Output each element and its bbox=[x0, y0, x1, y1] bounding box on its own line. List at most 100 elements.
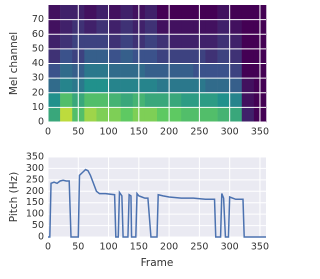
x-tick-label: 0 bbox=[45, 127, 51, 138]
heatmap-cell bbox=[120, 34, 134, 50]
heatmap-cell bbox=[241, 78, 255, 94]
heatmap-cell bbox=[229, 48, 243, 64]
y-tick-label: 40 bbox=[32, 58, 44, 69]
heatmap-cell bbox=[169, 78, 182, 94]
heatmap-cell bbox=[48, 107, 61, 123]
y-axis-label: Mel channel bbox=[8, 32, 20, 95]
x-axis-label: Frame bbox=[141, 257, 174, 269]
heatmap-cell bbox=[96, 107, 109, 123]
heatmap-cell bbox=[60, 34, 73, 50]
heatmap-cell bbox=[229, 34, 243, 50]
x-tick-label: 150 bbox=[130, 242, 148, 253]
y-tick-label: 0 bbox=[38, 232, 44, 243]
heatmap-cell bbox=[205, 34, 218, 50]
x-tick-label: 300 bbox=[221, 127, 239, 138]
heatmap-cell bbox=[60, 107, 73, 123]
heatmap-cell bbox=[241, 107, 255, 123]
heatmap-cell bbox=[144, 5, 158, 20]
x-tick-label: 200 bbox=[160, 242, 178, 253]
heatmap-cell bbox=[169, 19, 182, 35]
heatmap-cell bbox=[144, 19, 158, 35]
heatmap-cell bbox=[229, 63, 243, 79]
x-tick-label: 100 bbox=[99, 242, 117, 253]
heatmap-cell bbox=[217, 92, 230, 108]
y-tick-label: 150 bbox=[26, 197, 44, 208]
heatmap-cell bbox=[157, 107, 170, 123]
heatmap-cell bbox=[169, 107, 182, 123]
heatmap-cell bbox=[96, 34, 109, 50]
heatmap-cell bbox=[157, 34, 170, 50]
heatmap-cell bbox=[120, 48, 134, 64]
heatmap-cell bbox=[181, 48, 194, 64]
heatmap-cell bbox=[217, 34, 230, 50]
heatmap-cell bbox=[217, 78, 230, 94]
y-tick-label: 250 bbox=[26, 174, 44, 185]
heatmap-cell bbox=[241, 5, 255, 20]
heatmap-cell bbox=[181, 107, 194, 123]
heatmap-cell bbox=[181, 78, 194, 94]
y-tick-label: 0 bbox=[38, 117, 44, 128]
heatmap-cell bbox=[84, 5, 97, 20]
heatmap-cell bbox=[181, 34, 194, 50]
heatmap-cell bbox=[157, 5, 170, 20]
heatmap-cell bbox=[229, 19, 243, 35]
heatmap-cell bbox=[157, 19, 170, 35]
heatmap-cell bbox=[84, 48, 97, 64]
heatmap-cell bbox=[144, 48, 158, 64]
heatmap-cell bbox=[205, 92, 218, 108]
x-tick-label: 50 bbox=[72, 242, 84, 253]
heatmap-cell bbox=[96, 48, 109, 64]
heatmap-cell bbox=[229, 5, 243, 20]
heatmap-cell bbox=[108, 107, 121, 123]
heatmap-cell bbox=[96, 78, 109, 94]
heatmap-cell bbox=[108, 48, 121, 64]
heatmap-cell bbox=[144, 63, 158, 79]
x-tick-label: 150 bbox=[130, 127, 148, 138]
heatmap-cell bbox=[108, 19, 121, 35]
heatmap-cell bbox=[157, 92, 170, 108]
heatmap-cell bbox=[60, 92, 73, 108]
heatmap-cell bbox=[96, 5, 109, 20]
heatmap-cell bbox=[181, 5, 194, 20]
heatmap-cell bbox=[229, 107, 243, 123]
heatmap-cell bbox=[48, 19, 61, 35]
heatmap-cell bbox=[60, 78, 73, 94]
heatmap-cell bbox=[241, 19, 255, 35]
x-tick-label: 300 bbox=[221, 242, 239, 253]
x-tick-label: 100 bbox=[99, 127, 117, 138]
heatmap-cell bbox=[48, 34, 61, 50]
x-tick-label: 350 bbox=[251, 127, 269, 138]
heatmap-cell bbox=[96, 92, 109, 108]
heatmap-cell bbox=[241, 63, 255, 79]
heatmap-cell bbox=[60, 63, 73, 79]
heatmap-cell bbox=[157, 48, 170, 64]
heatmap-cell bbox=[120, 19, 134, 35]
y-tick-label: 70 bbox=[32, 14, 44, 25]
heatmap-cell bbox=[241, 92, 255, 108]
heatmap-cell bbox=[120, 92, 134, 108]
heatmap-cell bbox=[144, 78, 158, 94]
heatmap-cell bbox=[217, 63, 230, 79]
heatmap-cell bbox=[205, 107, 218, 123]
heatmap-cell bbox=[157, 63, 170, 79]
heatmap-cell bbox=[84, 19, 97, 35]
heatmap-cell bbox=[205, 5, 218, 20]
figure: 0 50 100 150 200 250 300 350010203040506070Mel … bbox=[8, 5, 269, 269]
x-tick-label: 350 bbox=[251, 242, 269, 253]
heatmap-cell bbox=[60, 48, 73, 64]
heatmap-cell bbox=[217, 107, 230, 123]
y-tick-label: 300 bbox=[26, 163, 44, 174]
y-tick-label: 50 bbox=[32, 220, 44, 231]
heatmap-cell bbox=[144, 34, 158, 50]
heatmap-cell bbox=[157, 78, 170, 94]
heatmap-cell bbox=[108, 63, 121, 79]
y-tick-label: 350 bbox=[26, 152, 44, 163]
heatmap-cell bbox=[229, 92, 243, 108]
heatmap-cell bbox=[205, 19, 218, 35]
heatmap-cell bbox=[181, 19, 194, 35]
heatmap-cell bbox=[48, 63, 61, 79]
heatmap-cell bbox=[84, 107, 97, 123]
heatmap-cell bbox=[48, 48, 61, 64]
heatmap-cell bbox=[205, 78, 218, 94]
y-tick-label: 10 bbox=[32, 102, 44, 113]
